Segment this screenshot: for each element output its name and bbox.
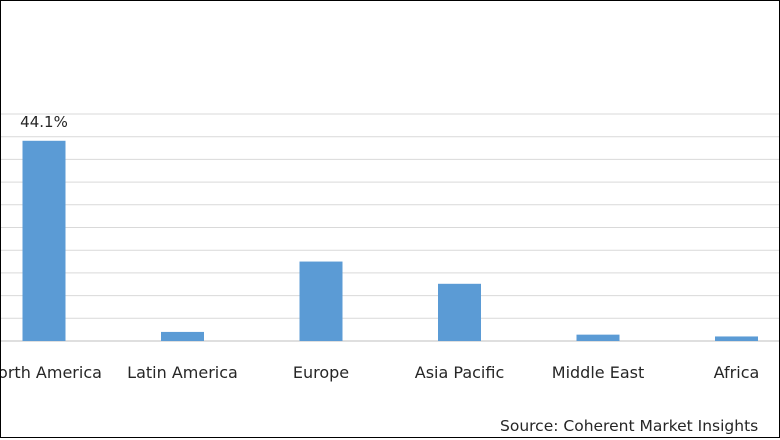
source-note: Source: Coherent Market Insights: [500, 417, 758, 435]
bar-europe: [299, 261, 343, 341]
x-tick-labels: North America Latin America Europe Asia Pac…: [1, 363, 759, 382]
data-label: 44.1%: [20, 113, 68, 131]
bar-north-america: [22, 140, 66, 341]
bar-africa: [715, 336, 758, 341]
gridlines: [1, 113, 779, 342]
x-tick-label: Asia Pacific: [415, 363, 504, 382]
bars: [22, 140, 758, 341]
bar-latin-america: [161, 331, 204, 341]
x-tick-label: Latin America: [127, 363, 238, 382]
x-tick-label: Middle East: [552, 363, 644, 382]
x-tick-label: North America: [1, 363, 102, 382]
bar-middle-east: [576, 334, 620, 341]
x-tick-label: Africa: [714, 363, 760, 382]
data-labels: 44.1%: [20, 113, 68, 131]
x-tick-label: Europe: [293, 363, 349, 382]
bar-asia-pacific: [438, 283, 481, 341]
